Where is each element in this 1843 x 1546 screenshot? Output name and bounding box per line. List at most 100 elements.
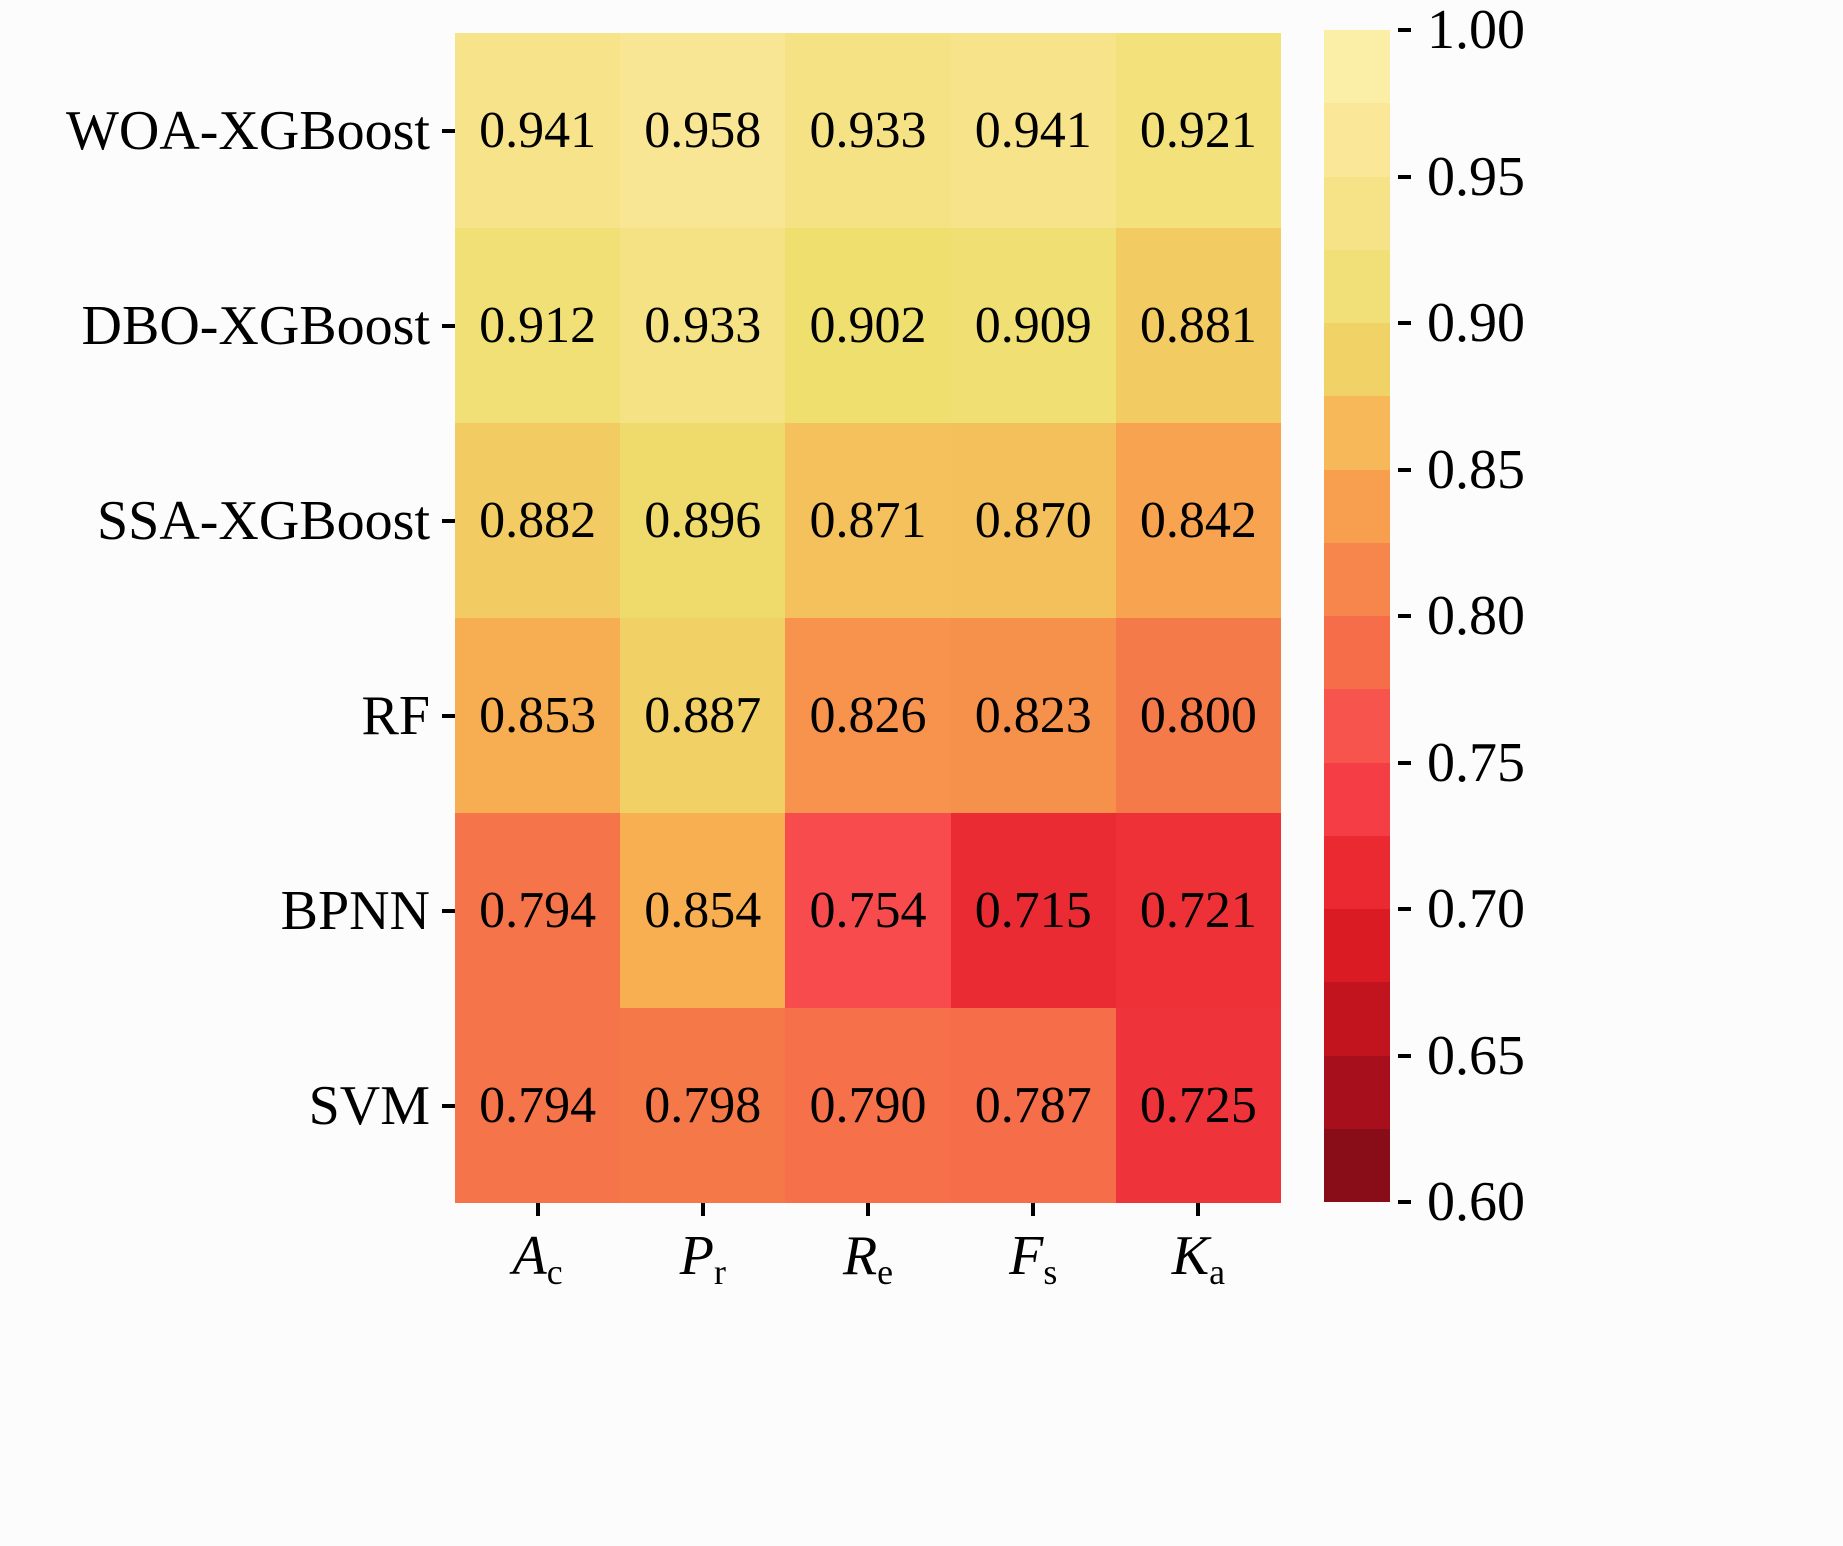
heatmap-cell: 0.871: [785, 423, 951, 618]
colorbar-band: [1324, 323, 1390, 397]
colorbar-tick: 0.80: [1398, 584, 1525, 648]
x-tick-label: Ac: [455, 1203, 620, 1323]
heatmap-cell: 0.725: [1115, 1008, 1281, 1203]
colorbar-tick-label: 0.75: [1427, 731, 1525, 794]
colorbar-tick-label: 1.00: [1427, 0, 1525, 61]
x-tick-mark: [700, 1203, 705, 1216]
colorbar-tick-label: 0.95: [1427, 145, 1525, 208]
heatmap-cell: 0.882: [455, 423, 621, 618]
y-tick-label: SVM: [0, 1008, 455, 1203]
colorbar-band: [1324, 909, 1390, 983]
x-axis-labels: Ac Pr Re Fs Ka: [455, 1203, 1281, 1323]
colorbar-tick-label: 0.65: [1427, 1024, 1525, 1087]
colorbar-band: [1324, 1128, 1390, 1202]
column-label-main: K: [1171, 1225, 1210, 1287]
colorbar-tick-label: 0.85: [1427, 438, 1525, 501]
colorbar-tick: 0.85: [1398, 438, 1525, 502]
colorbar-tick-mark: [1398, 28, 1411, 32]
x-tick-label: Fs: [951, 1203, 1116, 1323]
heatmap-cell: 0.800: [1115, 618, 1281, 813]
column-label-subscript: e: [877, 1252, 894, 1293]
x-tick-mark: [1031, 1203, 1036, 1216]
heatmap-cell: 0.826: [785, 618, 951, 813]
y-axis-labels: WOA-XGBoost DBO-XGBoost SSA-XGBoost RF BPNN S…: [0, 33, 455, 1203]
heatmap-cell: 0.958: [620, 33, 786, 228]
colorbar-tick-label: 0.90: [1427, 292, 1525, 354]
colorbar-tick: 0.90: [1398, 291, 1525, 355]
heatmap-cell: 0.941: [950, 33, 1116, 228]
column-label-text: Re: [843, 1224, 893, 1293]
column-label-main: F: [1009, 1225, 1044, 1287]
colorbar-tick-mark: [1398, 174, 1411, 179]
heatmap-cell: 0.887: [620, 618, 786, 813]
column-label-subscript: r: [713, 1252, 726, 1293]
y-tick-mark: [442, 908, 455, 913]
column-label-text: Ac: [513, 1224, 563, 1293]
heatmap-cell: 0.721: [1115, 813, 1281, 1008]
heatmap-cell: 0.798: [620, 1008, 786, 1203]
colorbar-tick-mark: [1398, 1200, 1411, 1204]
row-label-text: RF: [361, 684, 431, 747]
colorbar-band: [1324, 249, 1390, 323]
column-label-subscript: c: [546, 1252, 563, 1293]
colorbar-band: [1324, 616, 1390, 690]
heatmap-grid: 0.941 0.958 0.933 0.941 0.921 0.912 0.933 0.902…: [455, 33, 1281, 1203]
colorbar-tick-label: 0.70: [1427, 878, 1525, 940]
column-label-main: A: [512, 1225, 547, 1287]
colorbar-band: [1324, 689, 1390, 763]
colorbar-tick: 0.75: [1398, 731, 1525, 795]
row-label-text: SSA-XGBoost: [97, 489, 430, 552]
heatmap-cell: 0.902: [785, 228, 951, 423]
heatmap-cell: 0.794: [455, 1008, 621, 1203]
column-label-subscript: s: [1043, 1252, 1058, 1293]
colorbar-band: [1324, 30, 1390, 104]
y-tick-label: BPNN: [0, 813, 455, 1008]
heatmap-cell: 0.870: [950, 423, 1116, 618]
colorbar-band: [1324, 176, 1390, 250]
colorbar-tick-mark: [1398, 321, 1411, 325]
y-tick-label: RF: [0, 618, 455, 813]
colorbar-tick: 0.70: [1398, 877, 1525, 941]
colorbar-band: [1324, 396, 1390, 470]
y-tick-label: SSA-XGBoost: [0, 423, 455, 618]
column-label-text: Fs: [1009, 1224, 1057, 1293]
colorbar-tick-mark: [1398, 1053, 1411, 1058]
colorbar-band: [1324, 542, 1390, 616]
heatmap-cell: 0.933: [620, 228, 786, 423]
x-tick-mark: [535, 1203, 540, 1216]
colorbar-tick-mark: [1398, 614, 1411, 618]
x-tick-label: Ka: [1116, 1203, 1281, 1323]
row-label-text: WOA-XGBoost: [66, 99, 430, 162]
colorbar-tick-mark: [1398, 467, 1411, 472]
x-tick-label: Pr: [620, 1203, 785, 1323]
y-tick-mark: [442, 518, 455, 523]
colorbar-tick-label: 0.60: [1427, 1171, 1525, 1233]
y-tick-label: DBO-XGBoost: [0, 228, 455, 423]
colorbar-band: [1324, 835, 1390, 909]
heatmap-cell: 0.896: [620, 423, 786, 618]
colorbar-band: [1324, 762, 1390, 836]
heatmap-cell: 0.909: [950, 228, 1116, 423]
column-label-subscript: a: [1209, 1252, 1226, 1293]
column-label-main: P: [679, 1225, 714, 1287]
y-tick-mark: [442, 1103, 455, 1108]
heatmap-cell: 0.921: [1115, 33, 1281, 228]
colorbar-tick: 0.95: [1398, 145, 1525, 209]
row-label-text: SVM: [308, 1074, 430, 1137]
heatmap-cell: 0.881: [1115, 228, 1281, 423]
y-tick-mark: [442, 128, 455, 133]
heatmap-cell: 0.853: [455, 618, 621, 813]
x-tick-mark: [866, 1203, 870, 1216]
row-label-text: DBO-XGBoost: [81, 294, 430, 357]
colorbar-band: [1324, 1055, 1390, 1129]
y-tick-mark: [442, 323, 455, 328]
heatmap-cell: 0.715: [950, 813, 1116, 1008]
x-tick-label: Re: [785, 1203, 950, 1323]
heatmap-cell: 0.787: [950, 1008, 1116, 1203]
colorbar-band: [1324, 982, 1390, 1056]
row-label-text: BPNN: [280, 879, 430, 942]
heatmap-cell: 0.823: [950, 618, 1116, 813]
heatmap-cell: 0.794: [455, 813, 621, 1008]
column-label-text: Ka: [1172, 1224, 1225, 1293]
heatmap-cell: 0.941: [455, 33, 621, 228]
